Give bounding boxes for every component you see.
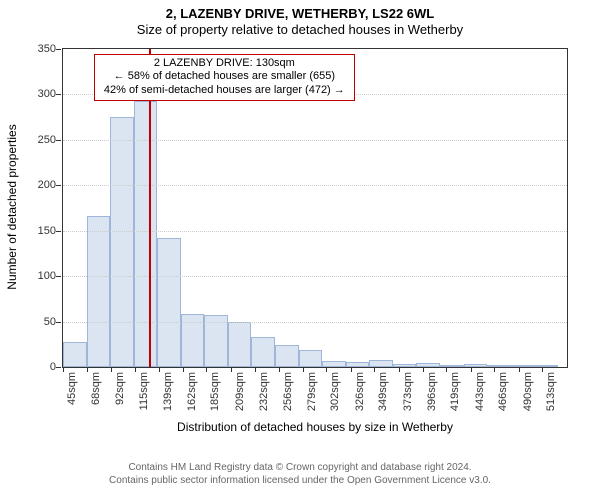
ytick-mark	[56, 322, 61, 323]
gridline	[63, 185, 567, 186]
xtick-mark	[494, 367, 495, 372]
annotation-line3: 42% of semi-detached houses are larger (…	[99, 84, 350, 98]
histogram-bar	[416, 363, 440, 367]
xtick-label: 232sqm	[258, 372, 270, 411]
xtick-label: 349sqm	[377, 372, 389, 411]
histogram-bar	[393, 364, 417, 367]
footer-line1: Contains HM Land Registry data © Crown c…	[0, 462, 600, 475]
histogram-bar	[534, 365, 558, 367]
xtick-mark	[423, 367, 424, 372]
histogram-bar	[251, 337, 275, 367]
xtick-label: 185sqm	[209, 372, 221, 411]
xtick-mark	[519, 367, 520, 372]
xtick-mark	[374, 367, 375, 372]
ytick-mark	[56, 231, 61, 232]
ytick-label: 350	[38, 43, 56, 55]
histogram-bar	[275, 345, 299, 367]
ytick-mark	[56, 185, 61, 186]
xtick-mark	[326, 367, 327, 372]
ytick-label: 100	[38, 270, 56, 282]
xtick-label: 443sqm	[474, 372, 486, 411]
x-axis-label: Distribution of detached houses by size …	[62, 420, 568, 434]
ytick-mark	[56, 367, 61, 368]
xtick-mark	[135, 367, 136, 372]
histogram-bar	[110, 117, 134, 367]
xtick-mark	[542, 367, 543, 372]
title-line2: Size of property relative to detached ho…	[0, 22, 600, 38]
y-tick-area: 050100150200250300350	[20, 48, 60, 368]
xtick-label: 490sqm	[522, 372, 534, 411]
plot-area: 2 LAZENBY DRIVE: 130sqm ← 58% of detache…	[62, 48, 568, 368]
xtick-label: 373sqm	[402, 372, 414, 411]
histogram-bar	[63, 342, 87, 367]
xtick-label: 162sqm	[186, 372, 198, 411]
xtick-mark	[63, 367, 64, 372]
histogram-bar	[204, 315, 228, 367]
ytick-mark	[56, 49, 61, 50]
ytick-mark	[56, 140, 61, 141]
xtick-label: 419sqm	[449, 372, 461, 411]
xtick-mark	[303, 367, 304, 372]
ytick-mark	[56, 94, 61, 95]
annotation-box: 2 LAZENBY DRIVE: 130sqm ← 58% of detache…	[94, 54, 355, 101]
gridline	[63, 322, 567, 323]
xtick-label: 396sqm	[426, 372, 438, 411]
xtick-label: 513sqm	[545, 372, 557, 411]
ytick-label: 150	[38, 225, 56, 237]
x-tick-area: 45sqm 68sqm 92sqm 115sqm 139sqm 162sqm 185sqm 2…	[62, 368, 568, 416]
histogram-bar	[87, 216, 111, 367]
xtick-label: 466sqm	[497, 372, 509, 411]
xtick-mark	[399, 367, 400, 372]
ytick-label: 250	[38, 134, 56, 146]
histogram-bar	[299, 350, 323, 367]
xtick-mark	[351, 367, 352, 372]
xtick-label: 139sqm	[162, 372, 174, 411]
histogram-bar	[157, 238, 181, 367]
xtick-mark	[231, 367, 232, 372]
histogram-bar	[511, 365, 535, 367]
xtick-mark	[446, 367, 447, 372]
title-line1: 2, LAZENBY DRIVE, WETHERBY, LS22 6WL	[0, 6, 600, 22]
histogram-bar	[464, 364, 488, 367]
histogram-bar	[346, 362, 370, 367]
xtick-label: 279sqm	[306, 372, 318, 411]
xtick-mark	[471, 367, 472, 372]
xtick-label: 45sqm	[66, 372, 78, 405]
xtick-mark	[206, 367, 207, 372]
chart-title: 2, LAZENBY DRIVE, WETHERBY, LS22 6WL Siz…	[0, 0, 600, 39]
xtick-label: 326sqm	[354, 372, 366, 411]
annotation-line1: 2 LAZENBY DRIVE: 130sqm	[99, 57, 350, 71]
xtick-label: 302sqm	[329, 372, 341, 411]
histogram-bar	[487, 365, 511, 367]
gridline	[63, 276, 567, 277]
histogram-bar	[228, 322, 252, 367]
xtick-mark	[183, 367, 184, 372]
gridline	[63, 140, 567, 141]
xtick-label: 68sqm	[90, 372, 102, 405]
histogram-bar	[369, 360, 393, 367]
footer: Contains HM Land Registry data © Crown c…	[0, 462, 600, 487]
footer-line2: Contains public sector information licen…	[0, 475, 600, 488]
ytick-mark	[56, 276, 61, 277]
xtick-mark	[111, 367, 112, 372]
histogram-bar	[440, 365, 464, 367]
ytick-label: 300	[38, 88, 56, 100]
xtick-label: 115sqm	[138, 372, 150, 410]
annotation-line2: ← 58% of detached houses are smaller (65…	[99, 70, 350, 84]
ytick-label: 50	[44, 316, 56, 328]
xtick-mark	[279, 367, 280, 372]
xtick-mark	[159, 367, 160, 372]
xtick-mark	[87, 367, 88, 372]
xtick-mark	[255, 367, 256, 372]
xtick-label: 209sqm	[234, 372, 246, 411]
y-axis-label: Number of detached properties	[5, 107, 19, 307]
ytick-label: 200	[38, 179, 56, 191]
gridline	[63, 231, 567, 232]
xtick-label: 256sqm	[282, 372, 294, 411]
xtick-label: 92sqm	[114, 372, 126, 405]
